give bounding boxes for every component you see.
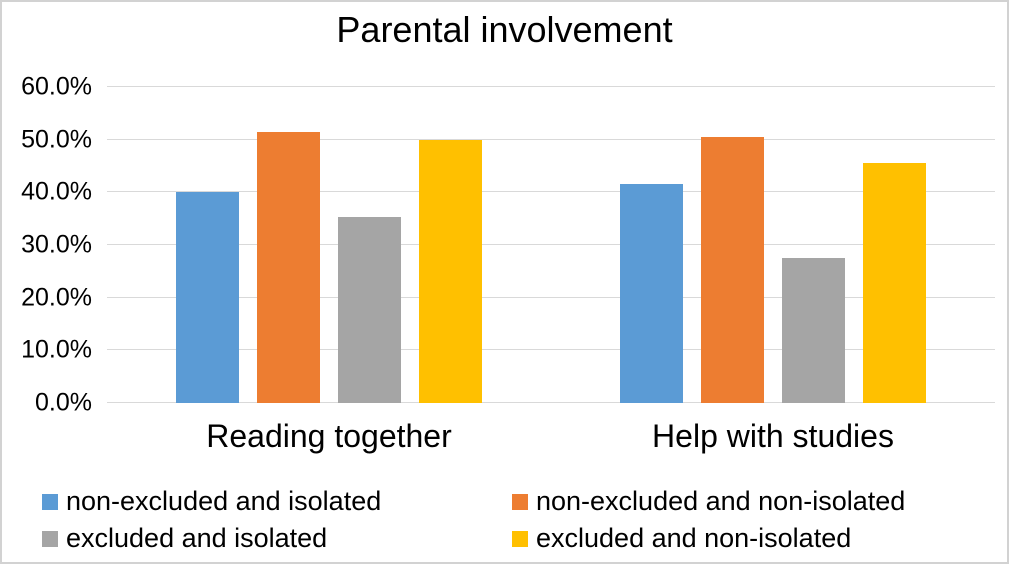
- chart-title: Parental involvement: [336, 9, 673, 50]
- bar-reading-together-excluded-and-isolated: [338, 216, 401, 403]
- legend-item-excluded-and-isolated: excluded and isolated: [42, 522, 512, 555]
- y-tick-label-60: 60.0%: [21, 72, 92, 101]
- legend-item-excluded-and-non-isolated: excluded and non-isolated: [512, 522, 905, 555]
- y-tick-label-20: 20.0%: [21, 283, 92, 312]
- gridline-10: [107, 349, 995, 351]
- legend-label: non-excluded and non-isolated: [536, 486, 906, 516]
- bar-help-with-studies-excluded-and-non-isolated: [863, 163, 926, 403]
- gridline-30: [107, 244, 995, 245]
- legend-label: excluded and non-isolated: [536, 523, 852, 553]
- gridline-50: [107, 138, 995, 140]
- legend-swatch-icon: [512, 530, 528, 547]
- legend-swatch-icon: [512, 493, 528, 510]
- y-tick-label-50: 50.0%: [21, 125, 92, 154]
- x-category-label-help-with-studies: Help with studies: [652, 418, 894, 454]
- bar-reading-together-non-excluded-and-non-isolated: [257, 131, 320, 403]
- y-tick-label-0: 0.0%: [35, 388, 92, 417]
- bar-help-with-studies-non-excluded-and-isolated: [620, 184, 683, 403]
- y-tick-label-10: 10.0%: [21, 335, 92, 364]
- gridline-60: [107, 86, 995, 87]
- bar-reading-together-excluded-and-non-isolated: [419, 139, 482, 403]
- gridline-40: [107, 191, 995, 193]
- bar-group-reading-together: [107, 87, 551, 403]
- legend-label: excluded and isolated: [66, 523, 328, 553]
- legend-swatch-icon: [42, 530, 58, 547]
- legend: non-excluded and isolated non-excluded an…: [42, 485, 905, 555]
- bar-help-with-studies-excluded-and-isolated: [782, 258, 845, 403]
- x-axis-labels: Reading together Help with studies: [107, 418, 995, 455]
- legend-item-non-excluded-and-non-isolated: non-excluded and non-isolated: [512, 485, 905, 518]
- bar-reading-together-non-excluded-and-isolated: [176, 192, 239, 403]
- gridline-0: [107, 402, 995, 403]
- legend-label: non-excluded and isolated: [66, 486, 382, 516]
- bar-groups: [107, 87, 995, 403]
- y-axis-labels: 60.0% 50.0% 40.0% 30.0% 20.0% 10.0% 0.0%: [2, 73, 92, 417]
- bar-group-help-with-studies: [551, 87, 995, 403]
- x-category-label-reading-together: Reading together: [206, 418, 452, 454]
- y-tick-label-30: 30.0%: [21, 230, 92, 259]
- bar-help-with-studies-non-excluded-and-non-isolated: [701, 136, 764, 403]
- gridline-20: [107, 296, 995, 298]
- legend-item-non-excluded-and-isolated: non-excluded and isolated: [42, 485, 512, 518]
- legend-swatch-icon: [42, 493, 58, 510]
- plot-area: [107, 86, 995, 403]
- y-tick-label-40: 40.0%: [21, 177, 92, 206]
